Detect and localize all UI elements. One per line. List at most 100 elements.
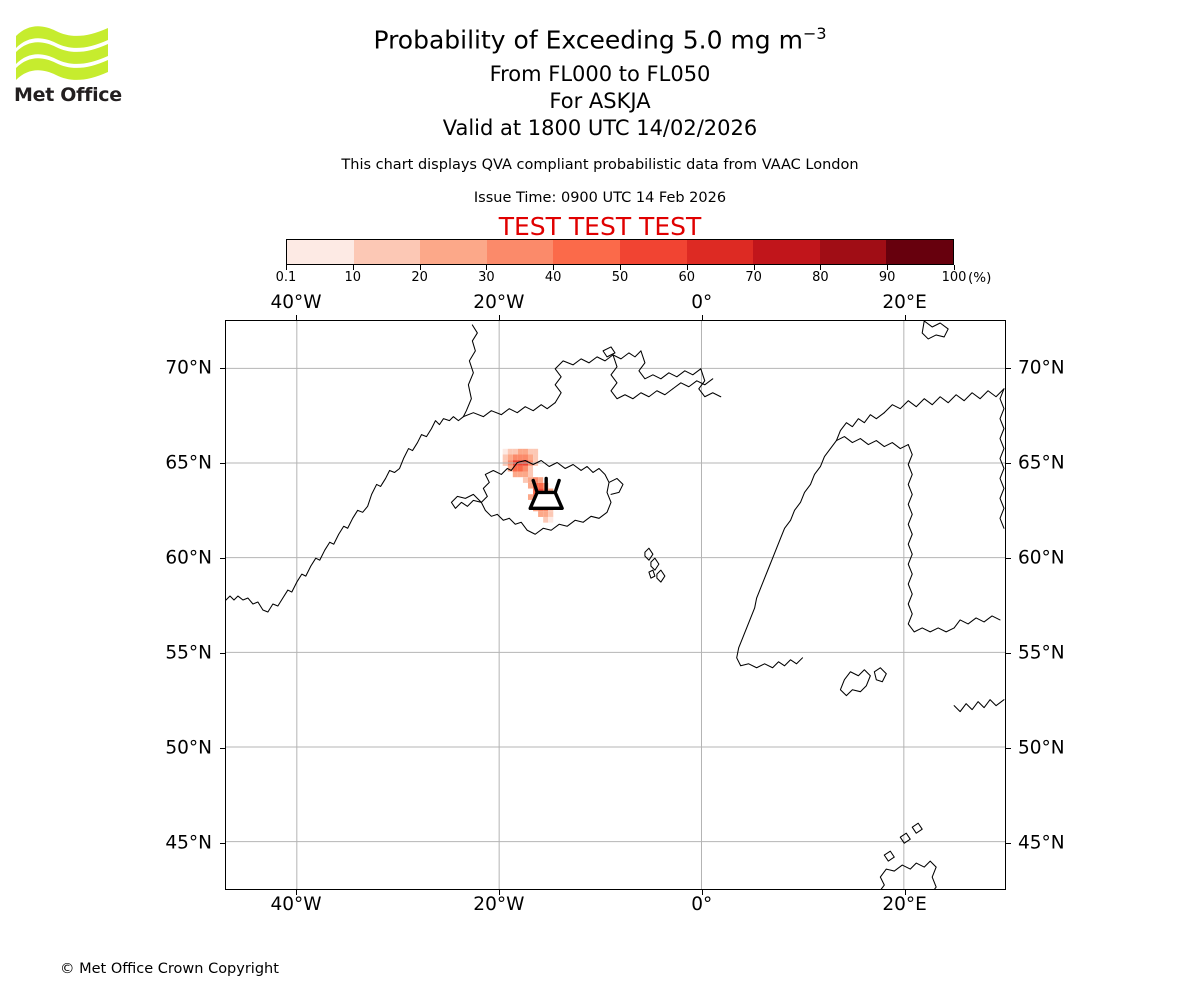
- probability-cell: [538, 477, 544, 483]
- lon-tickmark-bottom-2: [701, 890, 703, 895]
- probability-cell: [522, 454, 528, 461]
- lon-label-top-0: 40°W: [270, 292, 322, 313]
- volcano-subtitle: For ASKJA: [549, 89, 651, 113]
- volcano-source-marker[interactable]: [528, 476, 564, 511]
- lat-label-left-4: 65°N: [165, 452, 212, 473]
- probability-cell: [527, 465, 534, 472]
- lat-tickmark-left-1: [220, 747, 225, 749]
- probability-cell: [507, 454, 513, 461]
- probability-cell: [507, 448, 513, 455]
- colorbar-tick-label-6: 60: [678, 270, 696, 285]
- map-canvas: [226, 321, 1005, 889]
- colorbar-tickmark-1: [352, 265, 354, 270]
- lon-label-bottom-0: 40°W: [270, 894, 322, 915]
- colorbar-tick-label-7: 70: [745, 270, 762, 285]
- colorbar-tick-label-9: 90: [878, 270, 896, 285]
- probability-cell: [517, 465, 523, 472]
- colorbar-tickmark-10: [954, 265, 955, 270]
- colorbar-tickmark-7: [753, 265, 755, 270]
- colorbar-band-0: [287, 240, 354, 264]
- probability-cell: [502, 448, 508, 455]
- lat-tickmark-right-5: [1006, 367, 1011, 369]
- probability-cell: [507, 465, 513, 472]
- test-watermark-banner: TEST TEST TEST: [498, 212, 702, 241]
- colorbar-tick-label-1: 10: [344, 270, 362, 285]
- colorbar-band-5: [619, 240, 687, 264]
- lat-tickmark-right-1: [1006, 747, 1011, 749]
- lat-tickmark-left-0: [220, 842, 225, 844]
- lat-label-right-0: 45°N: [1018, 832, 1065, 853]
- colorbar-tick-label-10: 100: [941, 270, 967, 285]
- flight-level-subtitle: From FL000 to FL050: [489, 62, 711, 86]
- lon-tickmark-bottom-0: [296, 890, 297, 895]
- ash-probability-heatmap: [502, 448, 559, 523]
- colorbar-band-8: [819, 240, 887, 264]
- issue-time-label: Issue Time: 0900 UTC 14 Feb 2026: [473, 190, 727, 206]
- lat-label-right-3: 60°N: [1018, 547, 1065, 568]
- lat-tickmark-left-5: [220, 367, 225, 369]
- lat-tickmark-left-2: [220, 652, 225, 654]
- colorbar-band-2: [420, 240, 487, 264]
- probability-cell: [517, 454, 523, 461]
- colorbar-tickmark-6: [686, 265, 688, 270]
- lon-tickmark-top-0: [296, 315, 297, 320]
- map-plot-area[interactable]: [225, 320, 1006, 890]
- colorbar-band-9: [886, 240, 953, 264]
- probability-cell: [527, 471, 534, 478]
- probability-cell: [522, 471, 528, 478]
- lat-tickmark-right-0: [1006, 842, 1011, 844]
- probability-cell: [543, 516, 549, 523]
- probability-cell: [517, 471, 523, 478]
- page-title-text: Probability of Exceeding 5.0 mg m: [373, 25, 803, 55]
- probability-cell: [512, 454, 518, 461]
- probability-cell: [533, 448, 539, 455]
- lat-tickmark-right-2: [1006, 652, 1011, 654]
- probability-cell: [533, 454, 539, 461]
- probability-cell: [522, 465, 528, 472]
- colorbar-units-label: (%): [968, 270, 992, 286]
- probability-cell: [527, 494, 534, 500]
- colorbar-tickmark-5: [620, 265, 621, 270]
- lat-label-left-1: 50°N: [165, 737, 212, 758]
- page-title-exponent: −3: [802, 24, 827, 43]
- lat-tickmark-left-4: [220, 462, 225, 464]
- colorbar-band-1: [353, 240, 421, 264]
- lon-label-bottom-2: 0°: [691, 894, 713, 915]
- probability-cell: [533, 477, 539, 483]
- colorbar-tickmark-0: [286, 265, 287, 270]
- lon-tickmark-bottom-1: [498, 890, 500, 895]
- colorbar-tick-label-3: 30: [478, 270, 495, 285]
- probability-cell: [548, 516, 554, 523]
- colorbar-tickmark-8: [820, 265, 822, 270]
- met-office-wave-mark: [16, 26, 108, 80]
- lat-label-right-5: 70°N: [1018, 357, 1065, 378]
- colorbar-tickmark-2: [419, 265, 421, 270]
- probability-cell: [517, 448, 523, 455]
- probability-cell: [548, 511, 554, 517]
- colorbar-band-3: [486, 240, 554, 264]
- lat-tickmark-right-4: [1006, 462, 1011, 464]
- colorbar-tick-label-5: 50: [611, 270, 629, 285]
- coastlines-and-borders: [226, 321, 1005, 889]
- probability-cell: [512, 448, 518, 455]
- colorbar-tick-label-8: 80: [812, 270, 829, 285]
- colorbar-tick-label-0: 0.1: [275, 270, 297, 285]
- lat-tickmark-left-3: [220, 557, 225, 559]
- probability-cell: [527, 477, 534, 483]
- probability-cell: [538, 482, 544, 489]
- lon-tickmark-top-1: [498, 315, 500, 320]
- probability-cell: [543, 511, 549, 517]
- colorbar-tick-labels: 0.1 10 20 30 40 50 60 70 80 90 100: [276, 265, 966, 285]
- probability-cell: [522, 448, 528, 455]
- valid-time-subtitle: Valid at 1800 UTC 14/02/2026: [442, 116, 758, 140]
- probability-colorbar: [286, 239, 954, 265]
- probability-cell: [502, 454, 508, 461]
- lat-label-left-3: 60°N: [165, 547, 212, 568]
- colorbar-tick-label-4: 40: [544, 270, 562, 285]
- lat-label-right-2: 55°N: [1018, 642, 1065, 663]
- qva-compliance-note: This chart displays QVA compliant probab…: [341, 157, 859, 173]
- lat-label-right-4: 65°N: [1018, 452, 1065, 473]
- probability-cell: [527, 448, 534, 455]
- lat-label-left-0: 45°N: [165, 832, 212, 853]
- probability-cell: [527, 482, 534, 489]
